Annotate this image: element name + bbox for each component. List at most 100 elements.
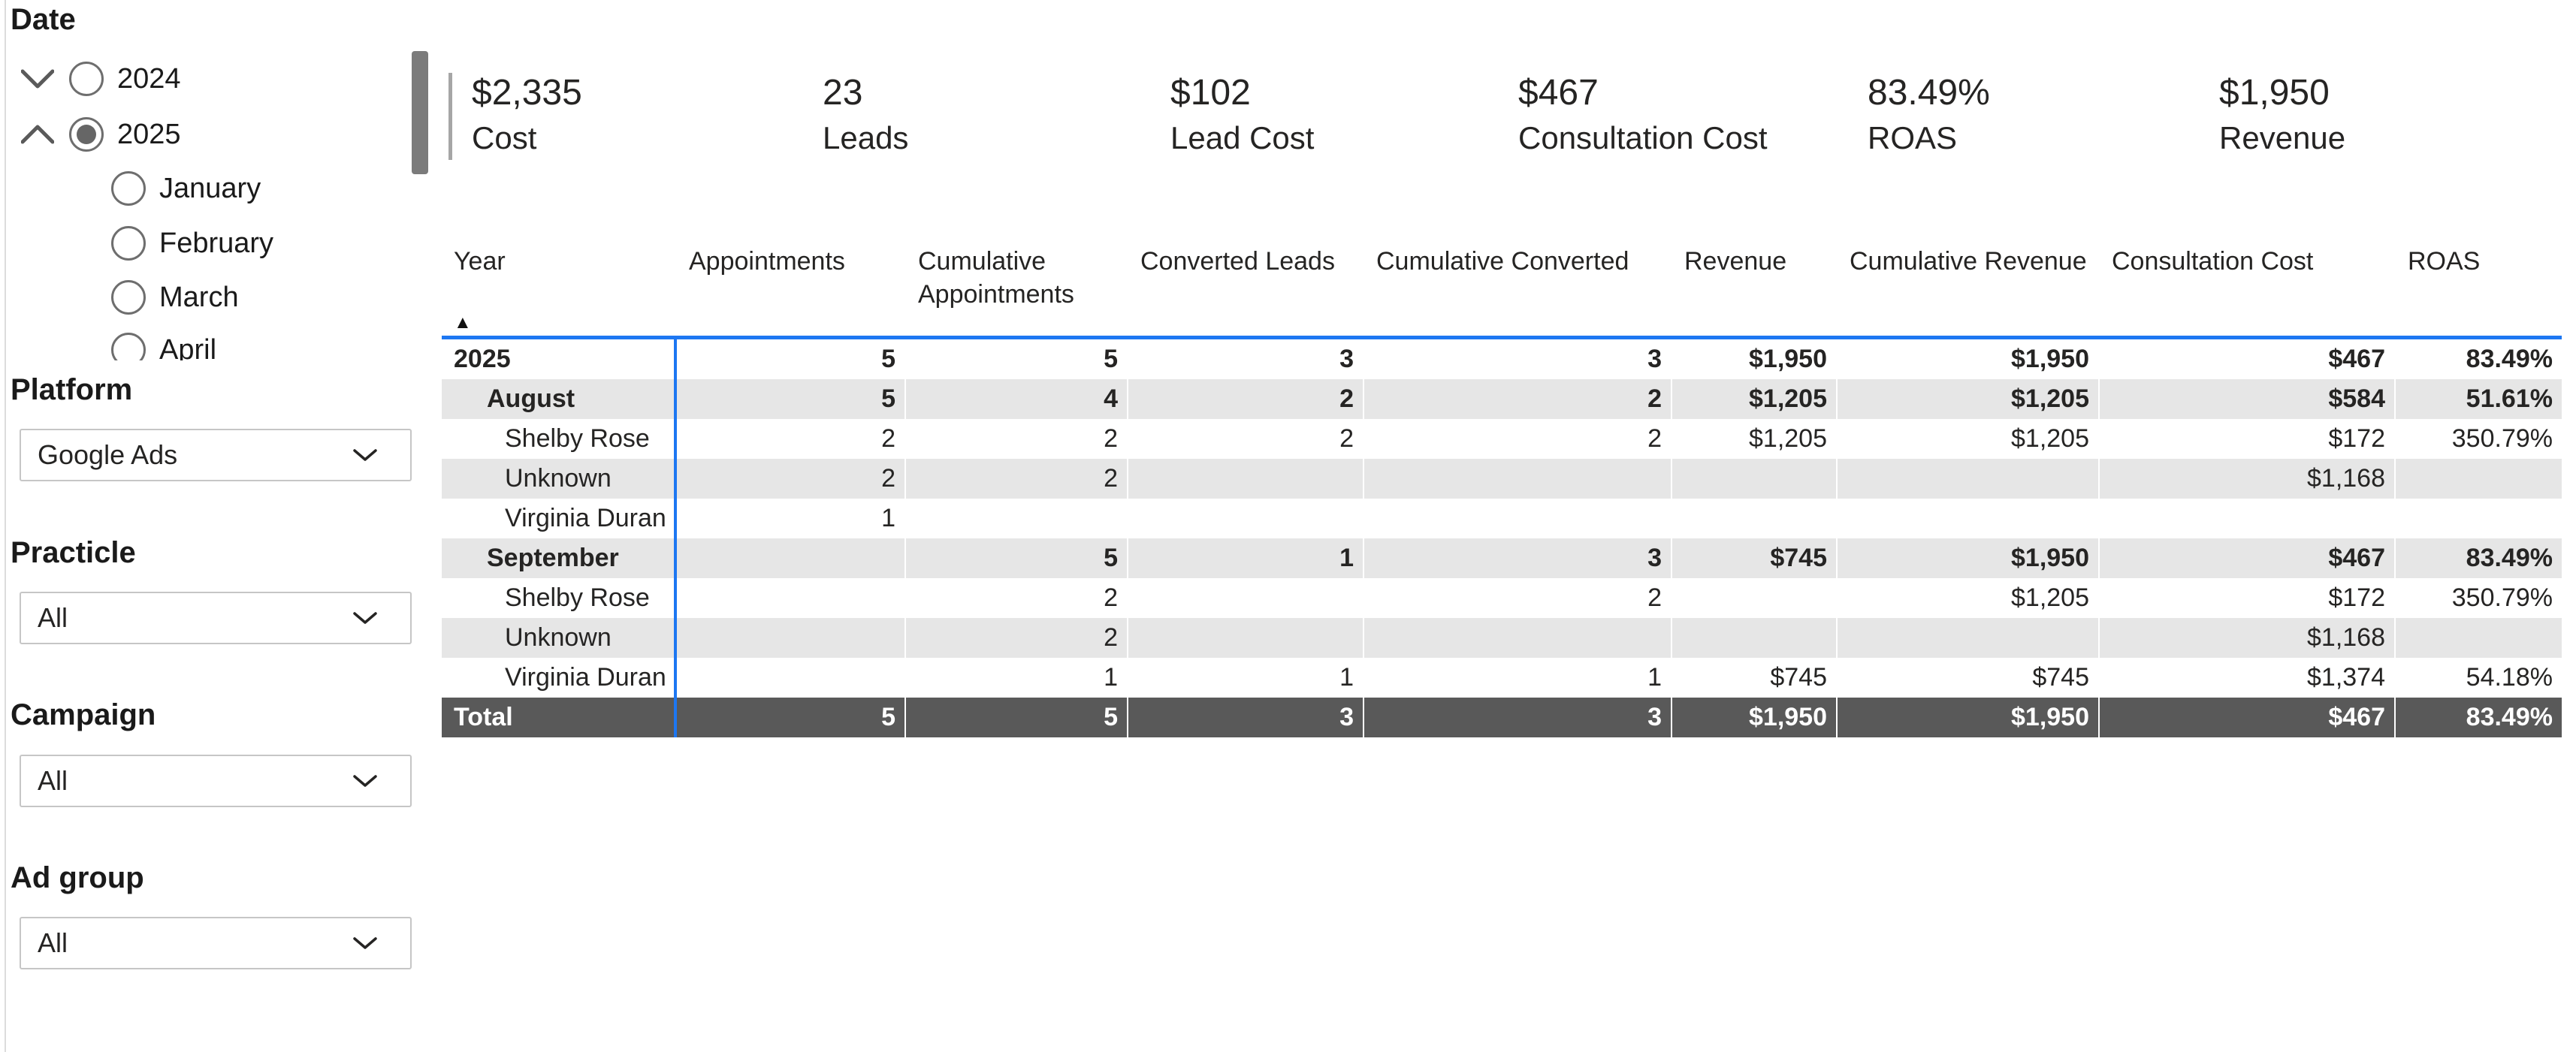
ad-group-label: Ad group — [11, 861, 144, 894]
practicle-label: Practicle — [11, 536, 136, 569]
cell-appointments — [675, 538, 904, 578]
cell-cumulative-appointments: 1 — [904, 658, 1127, 698]
cell-appointments: 5 — [675, 339, 904, 379]
column-header-year[interactable]: Year ▲ — [454, 247, 506, 333]
table-total-row[interactable]: Total 5 5 3 3 $1,950 $1,950 $467 83.49% — [442, 698, 2562, 737]
cell-converted-leads — [1127, 618, 1363, 658]
chevron-up-icon[interactable] — [20, 125, 55, 144]
cell-consultation-cost: $1,168 — [2098, 618, 2394, 658]
table-row[interactable]: Virginia Duran 1 — [442, 499, 2562, 538]
cell-cumulative-appointments — [904, 499, 1127, 538]
kpi-cost: $2,335 Cost — [472, 72, 582, 158]
column-header-consultation-cost[interactable]: Consultation Cost — [2112, 247, 2314, 276]
cell-cumulative-revenue: $1,950 — [1836, 698, 2098, 737]
cell-cumulative-appointments: 5 — [904, 339, 1127, 379]
row-label-shelby-rose[interactable]: Shelby Rose — [505, 424, 650, 453]
date-tree-item-january[interactable]: January — [0, 161, 433, 216]
table-row[interactable]: August 5 4 2 2 $1,205 $1,205 $584 51.61% — [442, 379, 2562, 419]
cell-appointments: 2 — [675, 419, 904, 459]
radio-unselected[interactable] — [111, 171, 146, 206]
cell-converted-leads: 1 — [1127, 658, 1363, 698]
row-label-september[interactable]: September — [487, 544, 619, 572]
date-tree-item-april[interactable]: April — [0, 323, 433, 360]
column-header-cumulative-converted[interactable]: Cumulative Converted — [1376, 247, 1629, 276]
campaign-dropdown[interactable]: All — [20, 755, 412, 807]
date-tree-item-2025[interactable]: 2025 — [0, 107, 433, 161]
sort-ascending-icon[interactable]: ▲ — [454, 312, 472, 333]
cell-roas: 83.49% — [2394, 339, 2562, 379]
cell-cumulative-converted: 1 — [1363, 658, 1671, 698]
table-row[interactable]: 2025 5 5 3 3 $1,950 $1,950 $467 83.49% — [442, 339, 2562, 379]
column-resize-indicator[interactable] — [674, 336, 677, 737]
column-header-converted-leads[interactable]: Converted Leads — [1140, 247, 1335, 276]
chevron-down-icon[interactable] — [20, 69, 55, 89]
row-label-virginia-duran[interactable]: Virginia Duran — [505, 504, 666, 532]
date-tree-item-march[interactable]: March — [0, 270, 433, 324]
date-tree-label: February — [159, 227, 274, 259]
matrix-body: 2025 5 5 3 3 $1,950 $1,950 $467 83.49% August 5 4 2 2… — [442, 339, 2562, 737]
campaign-label: Campaign — [11, 698, 156, 731]
cell-converted-leads — [1127, 578, 1363, 618]
table-row[interactable]: Virginia Duran 1 1 1 $745 $745 $1,374 54.18% — [442, 658, 2562, 698]
row-label-august[interactable]: August — [487, 384, 575, 413]
cell-cumulative-revenue: $1,205 — [1836, 419, 2098, 459]
cell-cumulative-revenue — [1836, 459, 2098, 499]
ad-group-dropdown[interactable]: All — [20, 917, 412, 969]
cell-cumulative-appointments: 2 — [904, 419, 1127, 459]
cell-revenue — [1671, 618, 1836, 658]
radio-unselected[interactable] — [111, 226, 146, 261]
kpi-revenue-label: Revenue — [2219, 120, 2346, 155]
radio-unselected[interactable] — [111, 280, 146, 315]
row-label-shelby-rose[interactable]: Shelby Rose — [505, 583, 650, 612]
date-tree-item-february[interactable]: February — [0, 216, 433, 270]
practicle-dropdown[interactable]: All — [20, 592, 412, 644]
cell-cumulative-appointments: 5 — [904, 538, 1127, 578]
cell-appointments: 5 — [675, 698, 904, 737]
cell-consultation-cost: $1,168 — [2098, 459, 2394, 499]
date-slicer-scrollbar[interactable] — [412, 51, 428, 174]
platform-dropdown[interactable]: Google Ads — [20, 429, 412, 481]
cell-revenue — [1671, 578, 1836, 618]
cell-converted-leads: 3 — [1127, 339, 1363, 379]
cell-revenue: $1,205 — [1671, 379, 1836, 419]
kpi-roas: 83.49% ROAS — [1868, 72, 1990, 158]
table-row[interactable]: Shelby Rose 2 2 2 2 $1,205 $1,205 $172 350.79% — [442, 419, 2562, 459]
cell-consultation-cost: $467 — [2098, 339, 2394, 379]
table-row[interactable]: Unknown 2 2 $1,168 — [442, 459, 2562, 499]
radio-selected[interactable] — [69, 117, 104, 152]
cell-cumulative-appointments: 2 — [904, 459, 1127, 499]
column-header-revenue[interactable]: Revenue — [1684, 247, 1787, 276]
radio-unselected[interactable] — [69, 62, 104, 96]
cell-consultation-cost: $172 — [2098, 578, 2394, 618]
row-label-total[interactable]: Total — [454, 703, 513, 731]
date-tree-item-2024[interactable]: 2024 — [0, 52, 433, 106]
row-label-unknown[interactable]: Unknown — [505, 464, 612, 493]
cell-consultation-cost: $467 — [2098, 538, 2394, 578]
table-row[interactable]: September 5 1 3 $745 $1,950 $467 83.49% — [442, 538, 2562, 578]
kpi-revenue: $1,950 Revenue — [2219, 72, 2345, 158]
campaign-dropdown-value: All — [38, 765, 68, 796]
row-label-virginia-duran[interactable]: Virginia Duran — [505, 663, 666, 692]
platform-label: Platform — [11, 373, 133, 406]
row-label-2025[interactable]: 2025 — [454, 345, 511, 373]
table-row[interactable]: Shelby Rose 2 2 $1,205 $172 350.79% — [442, 578, 2562, 618]
cell-cumulative-appointments: 2 — [904, 618, 1127, 658]
row-label-unknown[interactable]: Unknown — [505, 623, 612, 652]
cell-revenue: $745 — [1671, 538, 1836, 578]
table-row[interactable]: Unknown 2 $1,168 — [442, 618, 2562, 658]
platform-dropdown-value: Google Ads — [38, 439, 178, 470]
cell-appointments — [675, 658, 904, 698]
cell-cumulative-revenue: $1,950 — [1836, 339, 2098, 379]
cell-roas: 51.61% — [2394, 379, 2562, 419]
column-header-cumulative-appointments[interactable]: Cumulative Appointments — [918, 247, 1074, 309]
kpi-lead-cost-label: Lead Cost — [1170, 120, 1315, 155]
date-tree-label: January — [159, 172, 261, 204]
cell-roas: 350.79% — [2394, 578, 2562, 618]
cell-cumulative-revenue: $1,950 — [1836, 538, 2098, 578]
radio-unselected[interactable] — [111, 333, 146, 360]
column-header-appointments[interactable]: Appointments — [689, 247, 845, 276]
column-header-cumulative-revenue[interactable]: Cumulative Revenue — [1850, 247, 2087, 276]
column-header-roas[interactable]: ROAS — [2408, 247, 2481, 276]
kpi-revenue-value: $1,950 — [2219, 73, 2330, 113]
